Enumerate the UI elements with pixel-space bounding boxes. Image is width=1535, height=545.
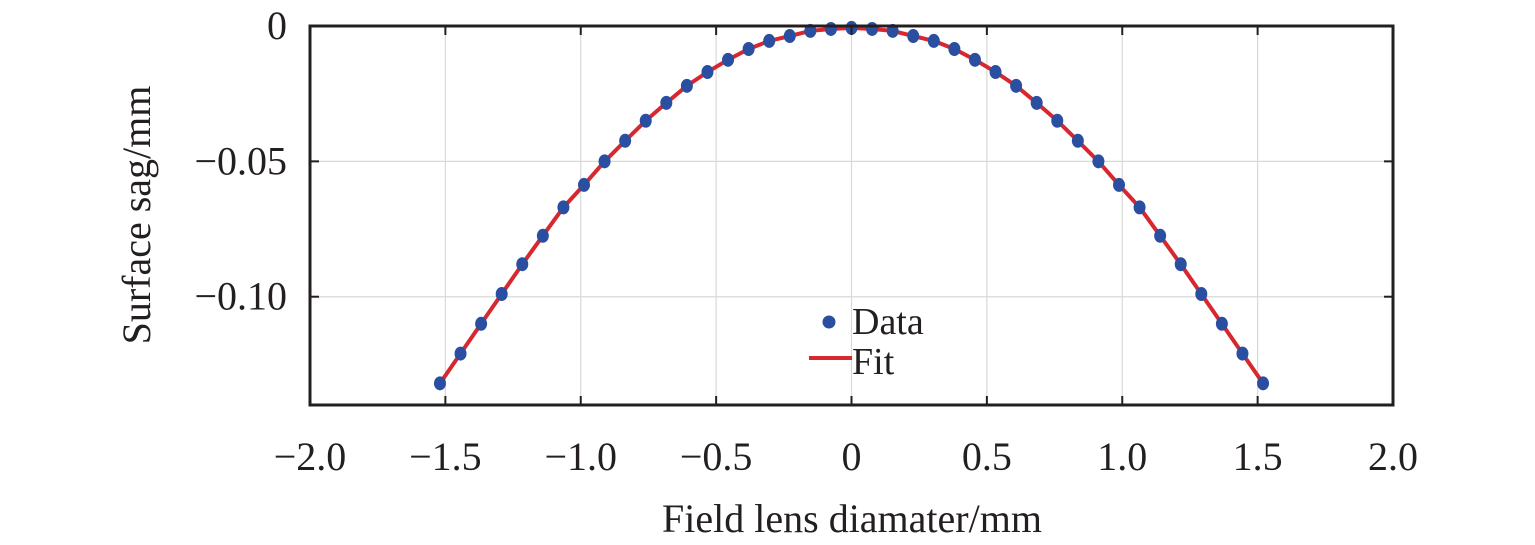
data-point: [948, 42, 961, 57]
data-point: [1236, 346, 1249, 361]
data-point: [475, 316, 488, 331]
data-point: [1071, 133, 1084, 148]
x-tick-label: −0.5: [680, 434, 753, 479]
data-point: [1154, 228, 1167, 243]
data-point: [680, 78, 693, 93]
legend-data-label: Data: [852, 301, 924, 343]
x-tick-label: −2.0: [274, 434, 347, 479]
legend: Data Fit: [809, 301, 924, 383]
x-tick-label: 0.5: [962, 434, 1012, 479]
x-tick-label: 1.0: [1097, 434, 1147, 479]
data-point: [433, 376, 446, 391]
data-point: [1051, 113, 1064, 128]
x-tick-label: 1.5: [1233, 434, 1283, 479]
data-point: [598, 154, 611, 169]
data-point: [783, 29, 796, 44]
data-point: [989, 65, 1002, 80]
data-point: [763, 33, 776, 48]
data-point: [619, 133, 632, 148]
data-point: [495, 287, 508, 302]
x-tick-label: 2.0: [1368, 434, 1418, 479]
x-axis-title: Field lens diamater/mm: [662, 496, 1042, 541]
data-point: [1257, 376, 1270, 391]
ticks: [309, 25, 1394, 405]
data-point: [557, 200, 570, 215]
data-point: [454, 346, 467, 361]
data-point: [722, 52, 735, 67]
data-point: [968, 52, 981, 67]
data-point: [1215, 316, 1228, 331]
data-point: [701, 65, 714, 80]
data-point: [536, 228, 549, 243]
y-tick-label: −0.10: [194, 274, 287, 319]
data-point: [1174, 257, 1187, 272]
y-tick-label: −0.05: [194, 138, 287, 183]
data-point: [742, 42, 755, 57]
x-tick-label: −1.5: [409, 434, 482, 479]
data-point: [1113, 177, 1126, 192]
data-point: [866, 21, 879, 36]
legend-fit-label: Fit: [852, 341, 895, 383]
y-tick-labels: 0 −0.05 −0.10: [194, 3, 287, 319]
legend-data-marker: [822, 315, 836, 329]
data-point: [577, 177, 590, 192]
data-point: [1195, 287, 1208, 302]
data-point: [1010, 78, 1023, 93]
x-tick-label: 0: [842, 434, 862, 479]
x-tick-labels: −2.0 −1.5 −1.0 −0.5 0 0.5 1.0 1.5 2.0: [274, 434, 1418, 479]
data-point: [1133, 200, 1146, 215]
data-point: [639, 113, 652, 128]
data-point: [1030, 95, 1043, 110]
x-tick-label: −1.0: [544, 434, 617, 479]
data-point: [927, 33, 940, 48]
y-tick-label: 0: [267, 3, 287, 48]
data-point: [907, 29, 920, 44]
data-point: [1092, 154, 1105, 169]
data-point: [516, 257, 529, 272]
data-point: [824, 21, 837, 36]
data-point: [660, 95, 673, 110]
y-axis-title: Surface sag/mm: [114, 86, 159, 345]
